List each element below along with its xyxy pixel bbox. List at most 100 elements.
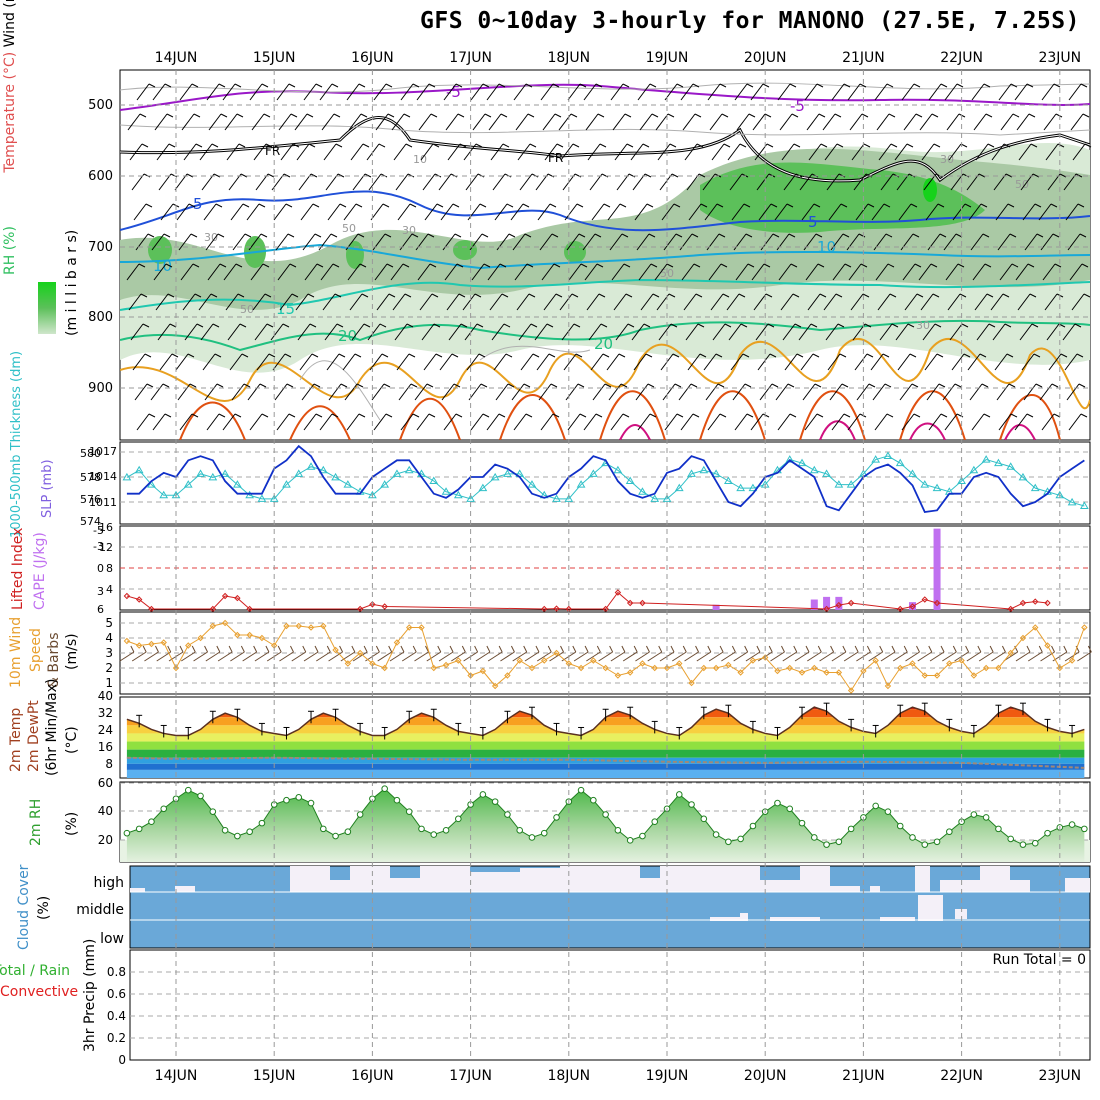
data-point (418, 825, 425, 833)
wind-barb (177, 383, 191, 401)
rh-band-high (700, 162, 985, 233)
wind-barb (825, 323, 839, 341)
surface-barb-flag (695, 645, 699, 653)
wind-barb (298, 173, 312, 191)
wind-barb (993, 173, 1007, 191)
wind-barb-flag (1057, 143, 1065, 148)
wind-barb-flag (887, 263, 895, 268)
data-point (822, 469, 831, 477)
precip-tick: 0.8 (107, 965, 126, 979)
wind-barb-flag (195, 143, 203, 148)
wind-barb-flag (718, 233, 726, 238)
wind-barb-flag (771, 383, 779, 388)
data-point (430, 831, 438, 838)
wind-barb-flag (408, 353, 416, 358)
wind-barb-flag (169, 323, 177, 328)
surface-barb-flag (130, 645, 135, 653)
wind-barb (805, 263, 819, 281)
wind-barb-flag (427, 233, 435, 238)
surface-barb-flag (388, 645, 393, 653)
wind-barb-flag (619, 203, 627, 208)
data-point (172, 664, 180, 672)
wind-barb-flag (194, 293, 202, 298)
rh-tick: 60 (98, 776, 113, 790)
wind-barb-flag (459, 143, 467, 148)
wind-barb (782, 323, 796, 341)
wind-barb-flag (288, 83, 296, 88)
contour-label: -5 (446, 83, 461, 101)
data-point (418, 624, 425, 631)
wind-barb (847, 413, 861, 431)
wind-barb (680, 413, 694, 431)
wind-barb-flag (940, 83, 948, 88)
wind-barb-flag (452, 203, 460, 208)
wind-barb-flag (914, 263, 922, 268)
wind-barb-flag (739, 143, 747, 148)
wind-barb (246, 203, 260, 221)
wind-barb-flag (1008, 383, 1016, 388)
wind-barb-flag (479, 203, 487, 208)
surface-barb (991, 651, 1006, 662)
wind-barb-flag (455, 83, 463, 88)
wind-barb (203, 203, 217, 221)
wind-barb-flag (220, 113, 228, 118)
data-point (872, 657, 879, 664)
wind-barb (224, 113, 238, 131)
wind-barb (872, 383, 886, 401)
wind-barb (639, 113, 653, 131)
wind-barb-flag (312, 203, 320, 208)
li-tick: 3 (97, 585, 104, 598)
wind-barb (443, 83, 457, 101)
wind-barb-flag (166, 113, 174, 118)
wind-barb (584, 263, 598, 281)
wind-barb (1014, 413, 1028, 431)
wind-barb (184, 323, 198, 341)
wind-barb (1043, 113, 1057, 131)
wind-barb-flag (478, 353, 486, 358)
data-point (430, 664, 437, 672)
wind-barb (278, 113, 292, 131)
wind-barb-flag (148, 413, 156, 418)
wind-barb (685, 323, 699, 341)
day-label: 16JUN (351, 1068, 394, 1084)
wind-barb-flag (907, 323, 915, 328)
wind-barb (919, 113, 933, 131)
wind-barb-flag (721, 113, 729, 118)
wind-barb (319, 83, 333, 101)
data-point (1007, 835, 1015, 843)
wind-barb-flag (359, 263, 367, 268)
wind-barb-flag (1002, 293, 1010, 298)
wind-barb (397, 203, 411, 221)
wind-barb (418, 113, 432, 131)
temp-band (126, 757, 1085, 764)
surface-barb-flag (719, 645, 724, 653)
wind-barb-flag (191, 83, 199, 88)
surface-barb (303, 651, 319, 662)
data-point (798, 819, 806, 827)
wind-barb-flag (963, 353, 971, 358)
data-point (221, 827, 229, 834)
data-point (995, 825, 1002, 833)
wind-barb (948, 143, 962, 161)
wind-barb-flag (142, 323, 150, 328)
data-point (540, 829, 548, 837)
wind-barb (321, 113, 335, 131)
wind-barb (300, 203, 314, 221)
data-point (577, 786, 585, 794)
data-point (295, 622, 302, 630)
wind-barb (537, 203, 551, 221)
surface-barb (1064, 651, 1080, 662)
data-point (932, 483, 942, 492)
data-point (1081, 624, 1088, 631)
wind-barb-flag (675, 233, 683, 238)
wind-barb-flag (652, 293, 660, 298)
wind-barb (774, 203, 788, 221)
temp-label-a: 2m Temp (8, 707, 24, 772)
wind-barb (204, 383, 218, 401)
wind-barb-flag (387, 113, 395, 118)
data-point (1068, 657, 1076, 664)
contour-label: 20 (338, 327, 357, 345)
wind-barb-flag (482, 413, 490, 418)
wind-barb-flag (595, 83, 603, 88)
cloud-level-labels: high middle low (76, 875, 124, 947)
